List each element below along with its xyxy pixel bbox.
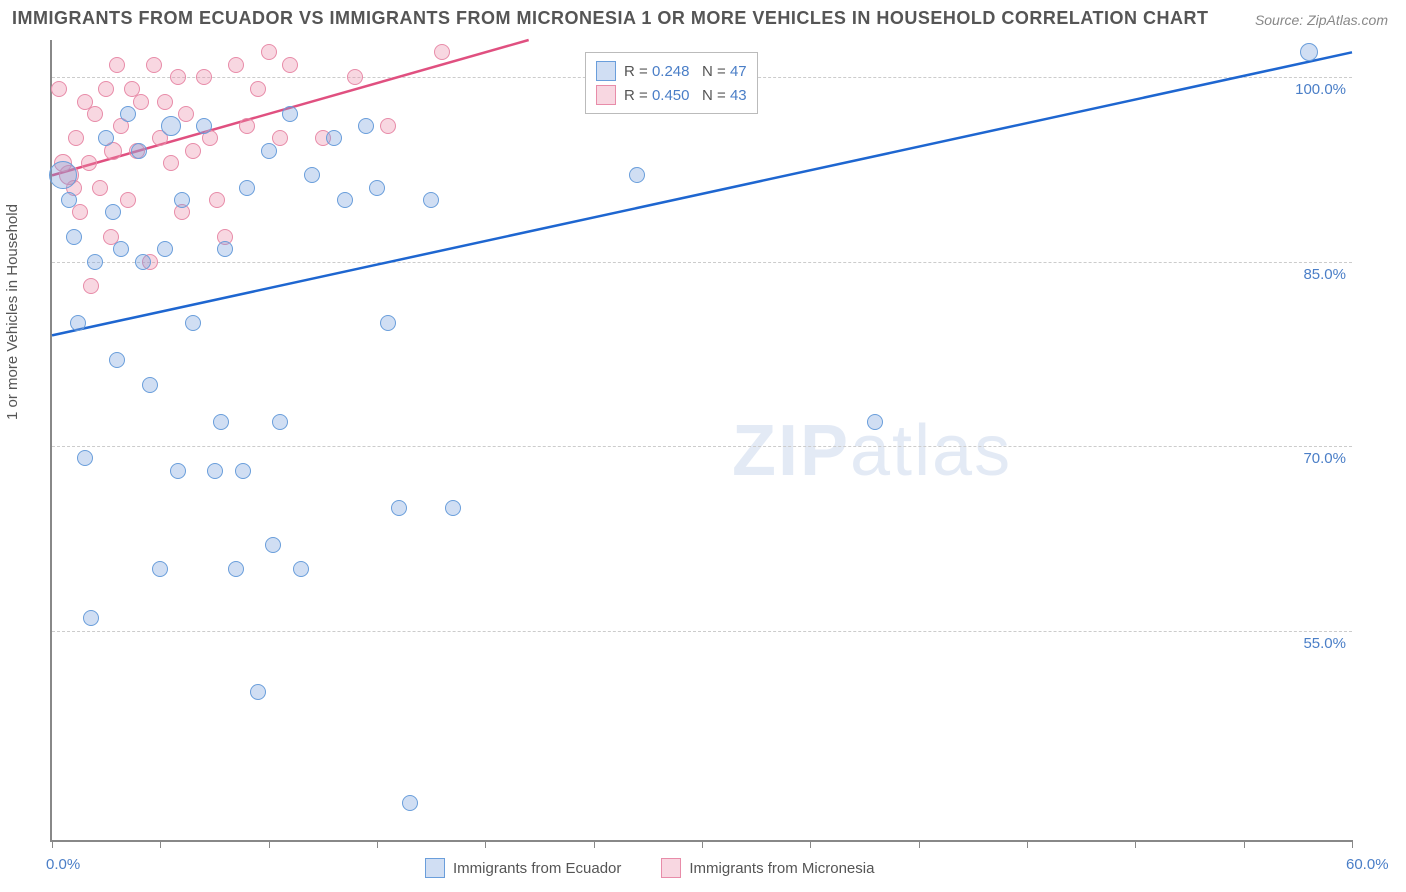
data-point: [261, 143, 277, 159]
data-point: [185, 143, 201, 159]
data-point: [261, 44, 277, 60]
data-point: [131, 143, 147, 159]
data-point: [391, 500, 407, 516]
data-point: [81, 155, 97, 171]
data-point: [337, 192, 353, 208]
x-tick-label: 60.0%: [1346, 856, 1389, 873]
x-tick: [594, 840, 595, 848]
data-point: [142, 377, 158, 393]
data-point: [105, 204, 121, 220]
data-point: [120, 192, 136, 208]
data-point: [265, 537, 281, 553]
y-axis-label: 1 or more Vehicles in Household: [4, 204, 21, 420]
swatch-micronesia-bottom: [661, 858, 681, 878]
legend-row-micronesia: R = 0.450 N = 43: [596, 83, 747, 107]
data-point: [70, 315, 86, 331]
legend-label-micronesia: Immigrants from Micronesia: [689, 860, 874, 877]
swatch-micronesia: [596, 85, 616, 105]
series-legend: Immigrants from Ecuador Immigrants from …: [425, 858, 874, 878]
x-tick: [702, 840, 703, 848]
data-point: [133, 94, 149, 110]
data-point: [170, 69, 186, 85]
data-point: [209, 192, 225, 208]
data-point: [250, 81, 266, 97]
data-point: [239, 180, 255, 196]
data-point: [282, 57, 298, 73]
x-tick: [810, 840, 811, 848]
data-point: [157, 241, 173, 257]
data-point: [196, 118, 212, 134]
x-tick: [1135, 840, 1136, 848]
data-point: [213, 414, 229, 430]
data-point: [380, 118, 396, 134]
swatch-ecuador-bottom: [425, 858, 445, 878]
data-point: [77, 450, 93, 466]
x-tick: [377, 840, 378, 848]
data-point: [235, 463, 251, 479]
x-tick: [1244, 840, 1245, 848]
data-point: [207, 463, 223, 479]
data-point: [380, 315, 396, 331]
x-tick-label: 0.0%: [46, 856, 80, 873]
chart-title: IMMIGRANTS FROM ECUADOR VS IMMIGRANTS FR…: [12, 8, 1209, 29]
data-point: [109, 57, 125, 73]
x-tick: [52, 840, 53, 848]
data-point: [157, 94, 173, 110]
data-point: [445, 500, 461, 516]
data-point: [185, 315, 201, 331]
data-point: [109, 352, 125, 368]
data-point: [196, 69, 212, 85]
x-tick: [160, 840, 161, 848]
data-point: [135, 254, 151, 270]
data-point: [369, 180, 385, 196]
data-point: [228, 57, 244, 73]
data-point: [51, 81, 67, 97]
x-tick: [1027, 840, 1028, 848]
data-point: [174, 192, 190, 208]
data-point: [92, 180, 108, 196]
data-point: [146, 57, 162, 73]
data-point: [170, 463, 186, 479]
data-point: [66, 229, 82, 245]
data-point: [120, 106, 136, 122]
x-tick: [485, 840, 486, 848]
x-tick: [919, 840, 920, 848]
stats-legend: R = 0.248 N = 47 R = 0.450 N = 43: [585, 52, 758, 114]
data-point: [1300, 43, 1318, 61]
data-point: [867, 414, 883, 430]
data-point: [402, 795, 418, 811]
data-point: [272, 414, 288, 430]
x-tick: [1352, 840, 1353, 848]
legend-label-ecuador: Immigrants from Ecuador: [453, 860, 621, 877]
plot-area: ZIPatlas 100.0%85.0%70.0%55.0%: [50, 40, 1352, 842]
swatch-ecuador: [596, 61, 616, 81]
data-point: [87, 254, 103, 270]
trend-lines: [52, 40, 1352, 840]
x-tick: [269, 840, 270, 848]
source-credit: Source: ZipAtlas.com: [1255, 12, 1388, 28]
legend-row-ecuador: R = 0.248 N = 47: [596, 59, 747, 83]
